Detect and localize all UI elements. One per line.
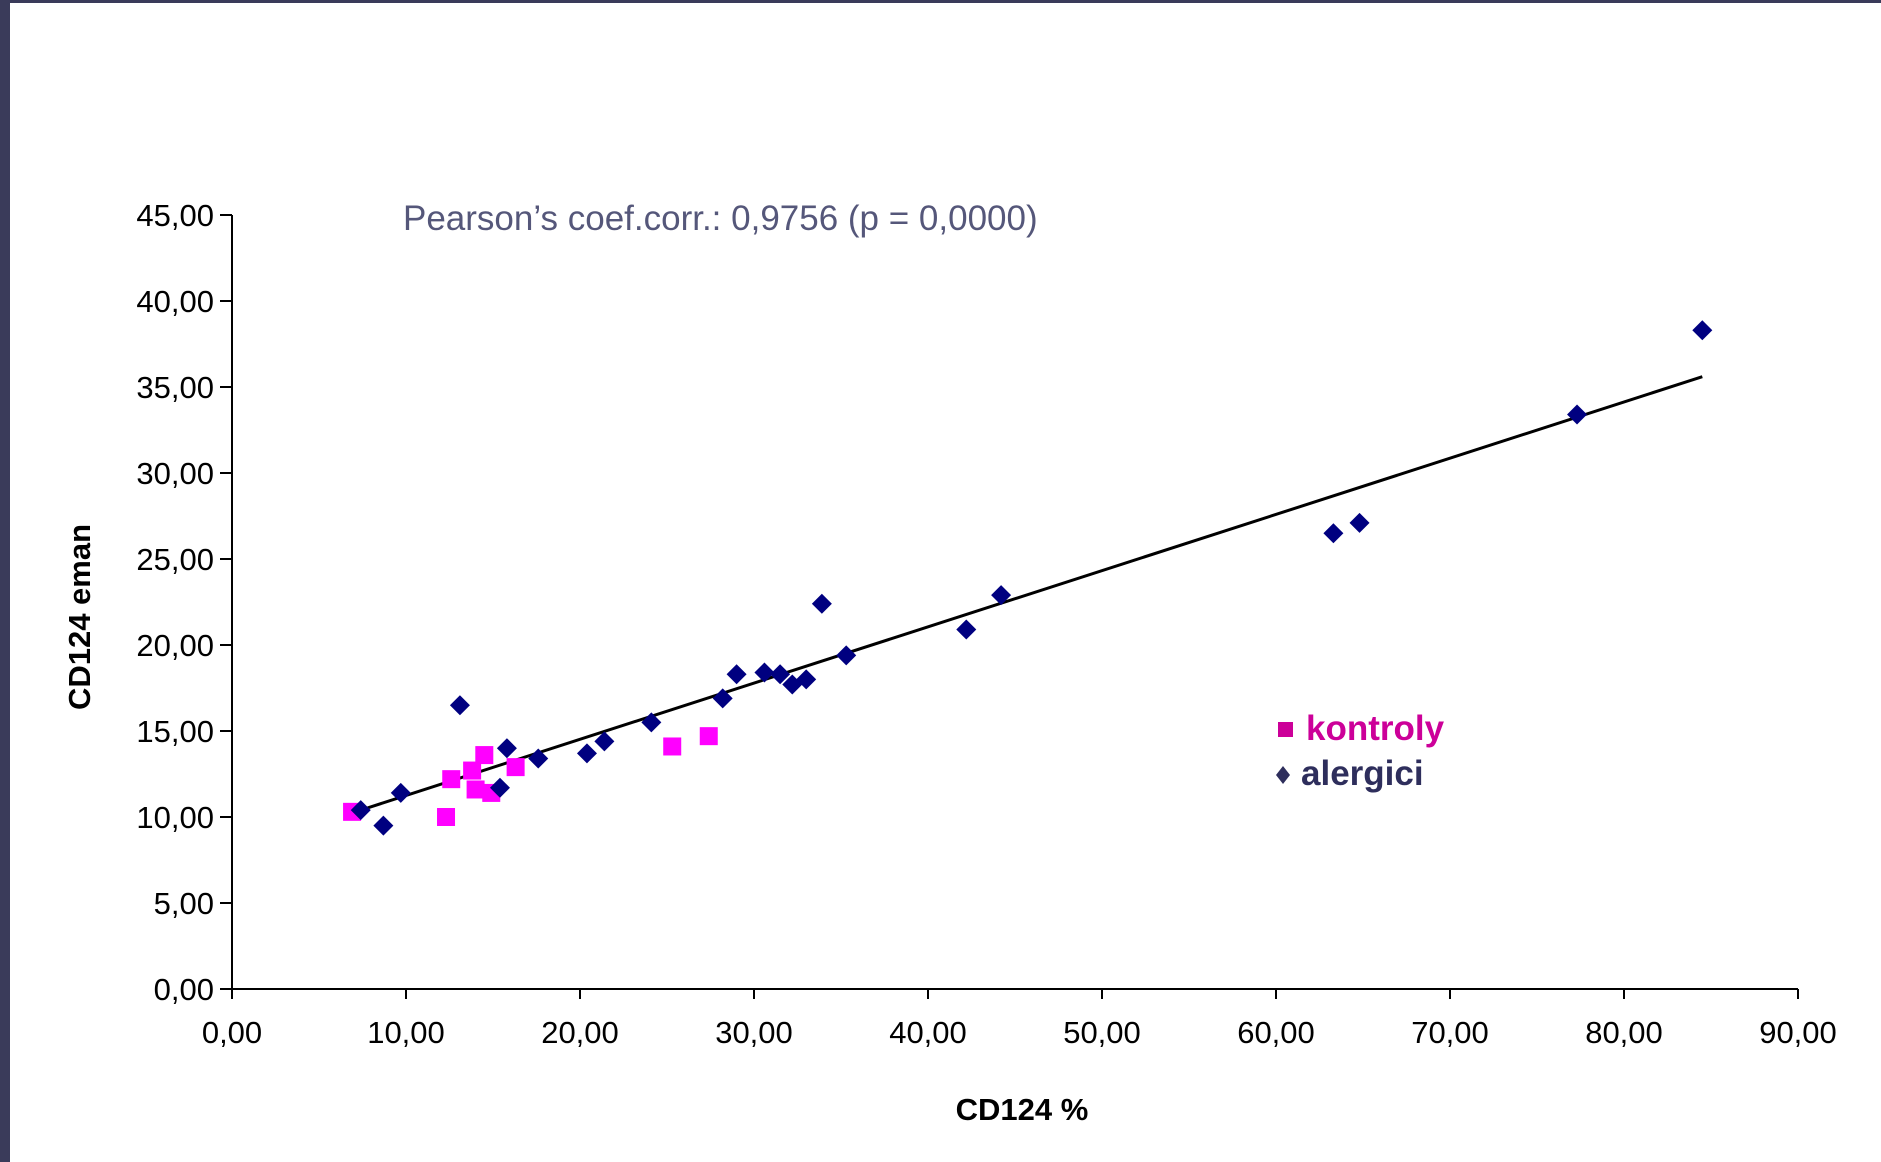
point-alergici — [1567, 404, 1588, 425]
y-tick-label: 0,00 — [154, 972, 214, 1007]
point-kontroly — [437, 808, 456, 826]
slide: 0,00 10,00 20,00 30,00 40,00 50,00 60,00 70,00 8… — [10, 3, 1881, 1162]
point-kontroly — [699, 727, 718, 746]
point-alergici — [754, 662, 775, 683]
y-axis-ticks: 0,00 5,00 10,00 15,00 20,00 25,00 30,00 35,00 40… — [136, 198, 232, 1007]
legend-label-kontroly: kontroly — [1306, 709, 1445, 748]
point-alergici — [836, 645, 857, 666]
x-tick-label: 30,00 — [715, 1015, 793, 1050]
y-tick-label: 5,00 — [154, 886, 214, 921]
point-alergici — [796, 669, 817, 690]
correlation-annotation: Pearson’s coef.corr.: 0,9756 (p = 0,0000… — [403, 199, 1038, 238]
x-tick-label: 10,00 — [367, 1015, 445, 1050]
x-tick-label: 90,00 — [1759, 1015, 1837, 1050]
scatter-chart: 0,00 10,00 20,00 30,00 40,00 50,00 60,00 70,00 8… — [62, 198, 1837, 1127]
point-alergici — [528, 748, 549, 769]
y-tick-label: 30,00 — [136, 456, 214, 491]
x-tick-label: 0,00 — [202, 1015, 262, 1050]
legend-label-alergici: alergici — [1301, 754, 1424, 793]
x-axis-ticks: 0,00 10,00 20,00 30,00 40,00 50,00 60,00 70,00 8… — [202, 989, 1837, 1050]
point-kontroly — [466, 780, 485, 799]
point-kontroly — [475, 746, 494, 765]
legend-marker-alergici — [1276, 766, 1290, 784]
y-tick-label: 40,00 — [136, 284, 214, 319]
x-axis-title: CD124 % — [956, 1092, 1089, 1127]
x-tick-label: 70,00 — [1411, 1015, 1489, 1050]
x-tick-label: 80,00 — [1585, 1015, 1663, 1050]
point-kontroly — [663, 737, 682, 756]
point-alergici — [1349, 512, 1370, 533]
point-kontroly — [506, 758, 525, 777]
x-tick-label: 20,00 — [541, 1015, 619, 1050]
point-kontroly — [442, 770, 461, 789]
point-alergici — [390, 782, 411, 803]
point-alergici — [449, 695, 470, 716]
y-tick-label: 35,00 — [136, 370, 214, 405]
point-alergici — [1323, 523, 1344, 544]
y-tick-label: 10,00 — [136, 800, 214, 835]
point-alergici — [350, 800, 371, 821]
point-alergici — [712, 688, 733, 709]
point-kontroly — [463, 761, 482, 780]
x-tick-label: 50,00 — [1063, 1015, 1141, 1050]
point-alergici — [770, 664, 791, 685]
y-tick-label: 15,00 — [136, 714, 214, 749]
x-tick-label: 40,00 — [889, 1015, 967, 1050]
point-alergici — [811, 593, 832, 614]
point-alergici — [726, 664, 747, 685]
trendline — [360, 375, 1703, 812]
axes — [231, 215, 1798, 990]
point-alergici — [991, 585, 1012, 606]
data-points — [343, 320, 1713, 836]
legend: kontroly alergici — [1276, 709, 1445, 793]
x-tick-label: 60,00 — [1237, 1015, 1315, 1050]
y-tick-label: 25,00 — [136, 542, 214, 577]
y-tick-label: 20,00 — [136, 628, 214, 663]
legend-marker-kontroly — [1278, 722, 1293, 737]
point-alergici — [594, 731, 615, 752]
point-alergici — [956, 619, 977, 640]
point-alergici — [641, 712, 662, 733]
point-alergici — [576, 743, 597, 764]
point-alergici — [489, 777, 510, 798]
y-axis-title: CD124 eman — [62, 524, 97, 710]
point-alergici — [1692, 320, 1713, 341]
y-tick-label: 45,00 — [136, 198, 214, 233]
point-alergici — [496, 738, 517, 759]
point-alergici — [373, 815, 394, 836]
